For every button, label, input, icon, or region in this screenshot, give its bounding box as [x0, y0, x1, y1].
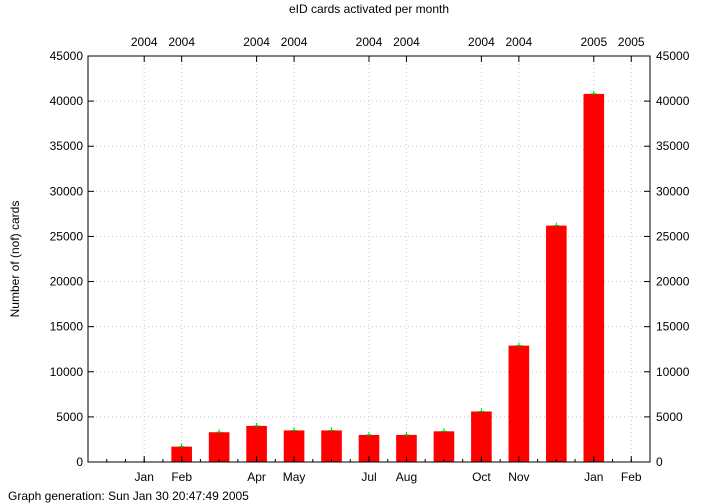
x-tick-label-month: May: [283, 470, 306, 484]
y-tick-label-right: 15000: [656, 320, 690, 334]
y-tick-label-right: 0: [656, 455, 663, 469]
chart-title: eID cards activated per month: [289, 2, 449, 16]
y-tick-label-left: 20000: [50, 275, 84, 289]
y-tick-label-left: 45000: [50, 49, 84, 63]
x-tick-label-month: Apr: [247, 470, 266, 484]
bar-feb-2004: [171, 446, 192, 462]
y-axis-label: Number of (nof) cards: [8, 201, 22, 318]
x-tick-label-year: 2004: [131, 35, 158, 49]
x-tick-label-year: 2004: [243, 35, 270, 49]
bar-mar-2004: [208, 432, 230, 462]
y-tick-label-right: 45000: [656, 49, 690, 63]
y-tick-label-right: 5000: [656, 410, 683, 424]
axis-ticks: 0 0 5000 5000 10000 10000 15000 15000 20000 20000…: [50, 35, 690, 484]
y-tick-label-left: 40000: [50, 94, 84, 108]
x-tick-label-month: Jan: [584, 470, 603, 484]
y-tick-label-right: 20000: [656, 275, 690, 289]
x-tick-label-month: Jan: [135, 470, 154, 484]
bars: [141, 90, 605, 463]
x-tick-label-month: Nov: [508, 470, 529, 484]
bar-jan-2005: [583, 93, 605, 462]
y-tick-label-right: 10000: [656, 365, 690, 379]
y-tick-label-right: 35000: [656, 139, 690, 153]
footer-timestamp: Graph generation: Sun Jan 30 20:47:49 20…: [8, 489, 249, 503]
x-tick-label-year: 2004: [468, 35, 495, 49]
y-tick-label-left: 30000: [50, 184, 84, 198]
y-tick-label-left: 15000: [50, 320, 84, 334]
x-tick-label-month: Oct: [472, 470, 491, 484]
x-tick-label-year: 2004: [356, 35, 383, 49]
x-tick-label-year: 2004: [281, 35, 308, 49]
bar-jun-2004: [321, 430, 342, 462]
y-tick-label-left: 25000: [50, 229, 84, 243]
x-tick-label-year: 2004: [168, 35, 195, 49]
y-tick-label-right: 25000: [656, 229, 690, 243]
bar-dec-2004: [546, 225, 567, 462]
bar-oct-2004: [471, 411, 492, 462]
bar-sep-2004: [433, 431, 455, 462]
y-tick-label-left: 10000: [50, 365, 84, 379]
plot-frame: [87, 55, 651, 463]
x-tick-label-year: 2004: [506, 35, 533, 49]
y-tick-label-left: 35000: [50, 139, 84, 153]
x-tick-label-month: Jul: [361, 470, 376, 484]
y-tick-label-right: 40000: [656, 94, 690, 108]
y-tick-label-right: 30000: [656, 184, 690, 198]
bar-aug-2004: [396, 434, 417, 462]
bar-nov-2004: [508, 345, 530, 462]
x-tick-label-month: Feb: [171, 470, 192, 484]
x-tick-label-year: 2005: [618, 35, 645, 49]
x-tick-label-month: Aug: [396, 470, 417, 484]
bar-apr-2004: [246, 425, 267, 462]
y-tick-label-left: 0: [76, 455, 83, 469]
x-tick-label-year: 2004: [393, 35, 420, 49]
x-tick-label-year: 2005: [580, 35, 607, 49]
x-tick-label-month: Feb: [621, 470, 642, 484]
bar-jul-2004: [358, 434, 380, 462]
y-tick-label-left: 5000: [56, 410, 83, 424]
bar-may-2004: [283, 430, 305, 462]
